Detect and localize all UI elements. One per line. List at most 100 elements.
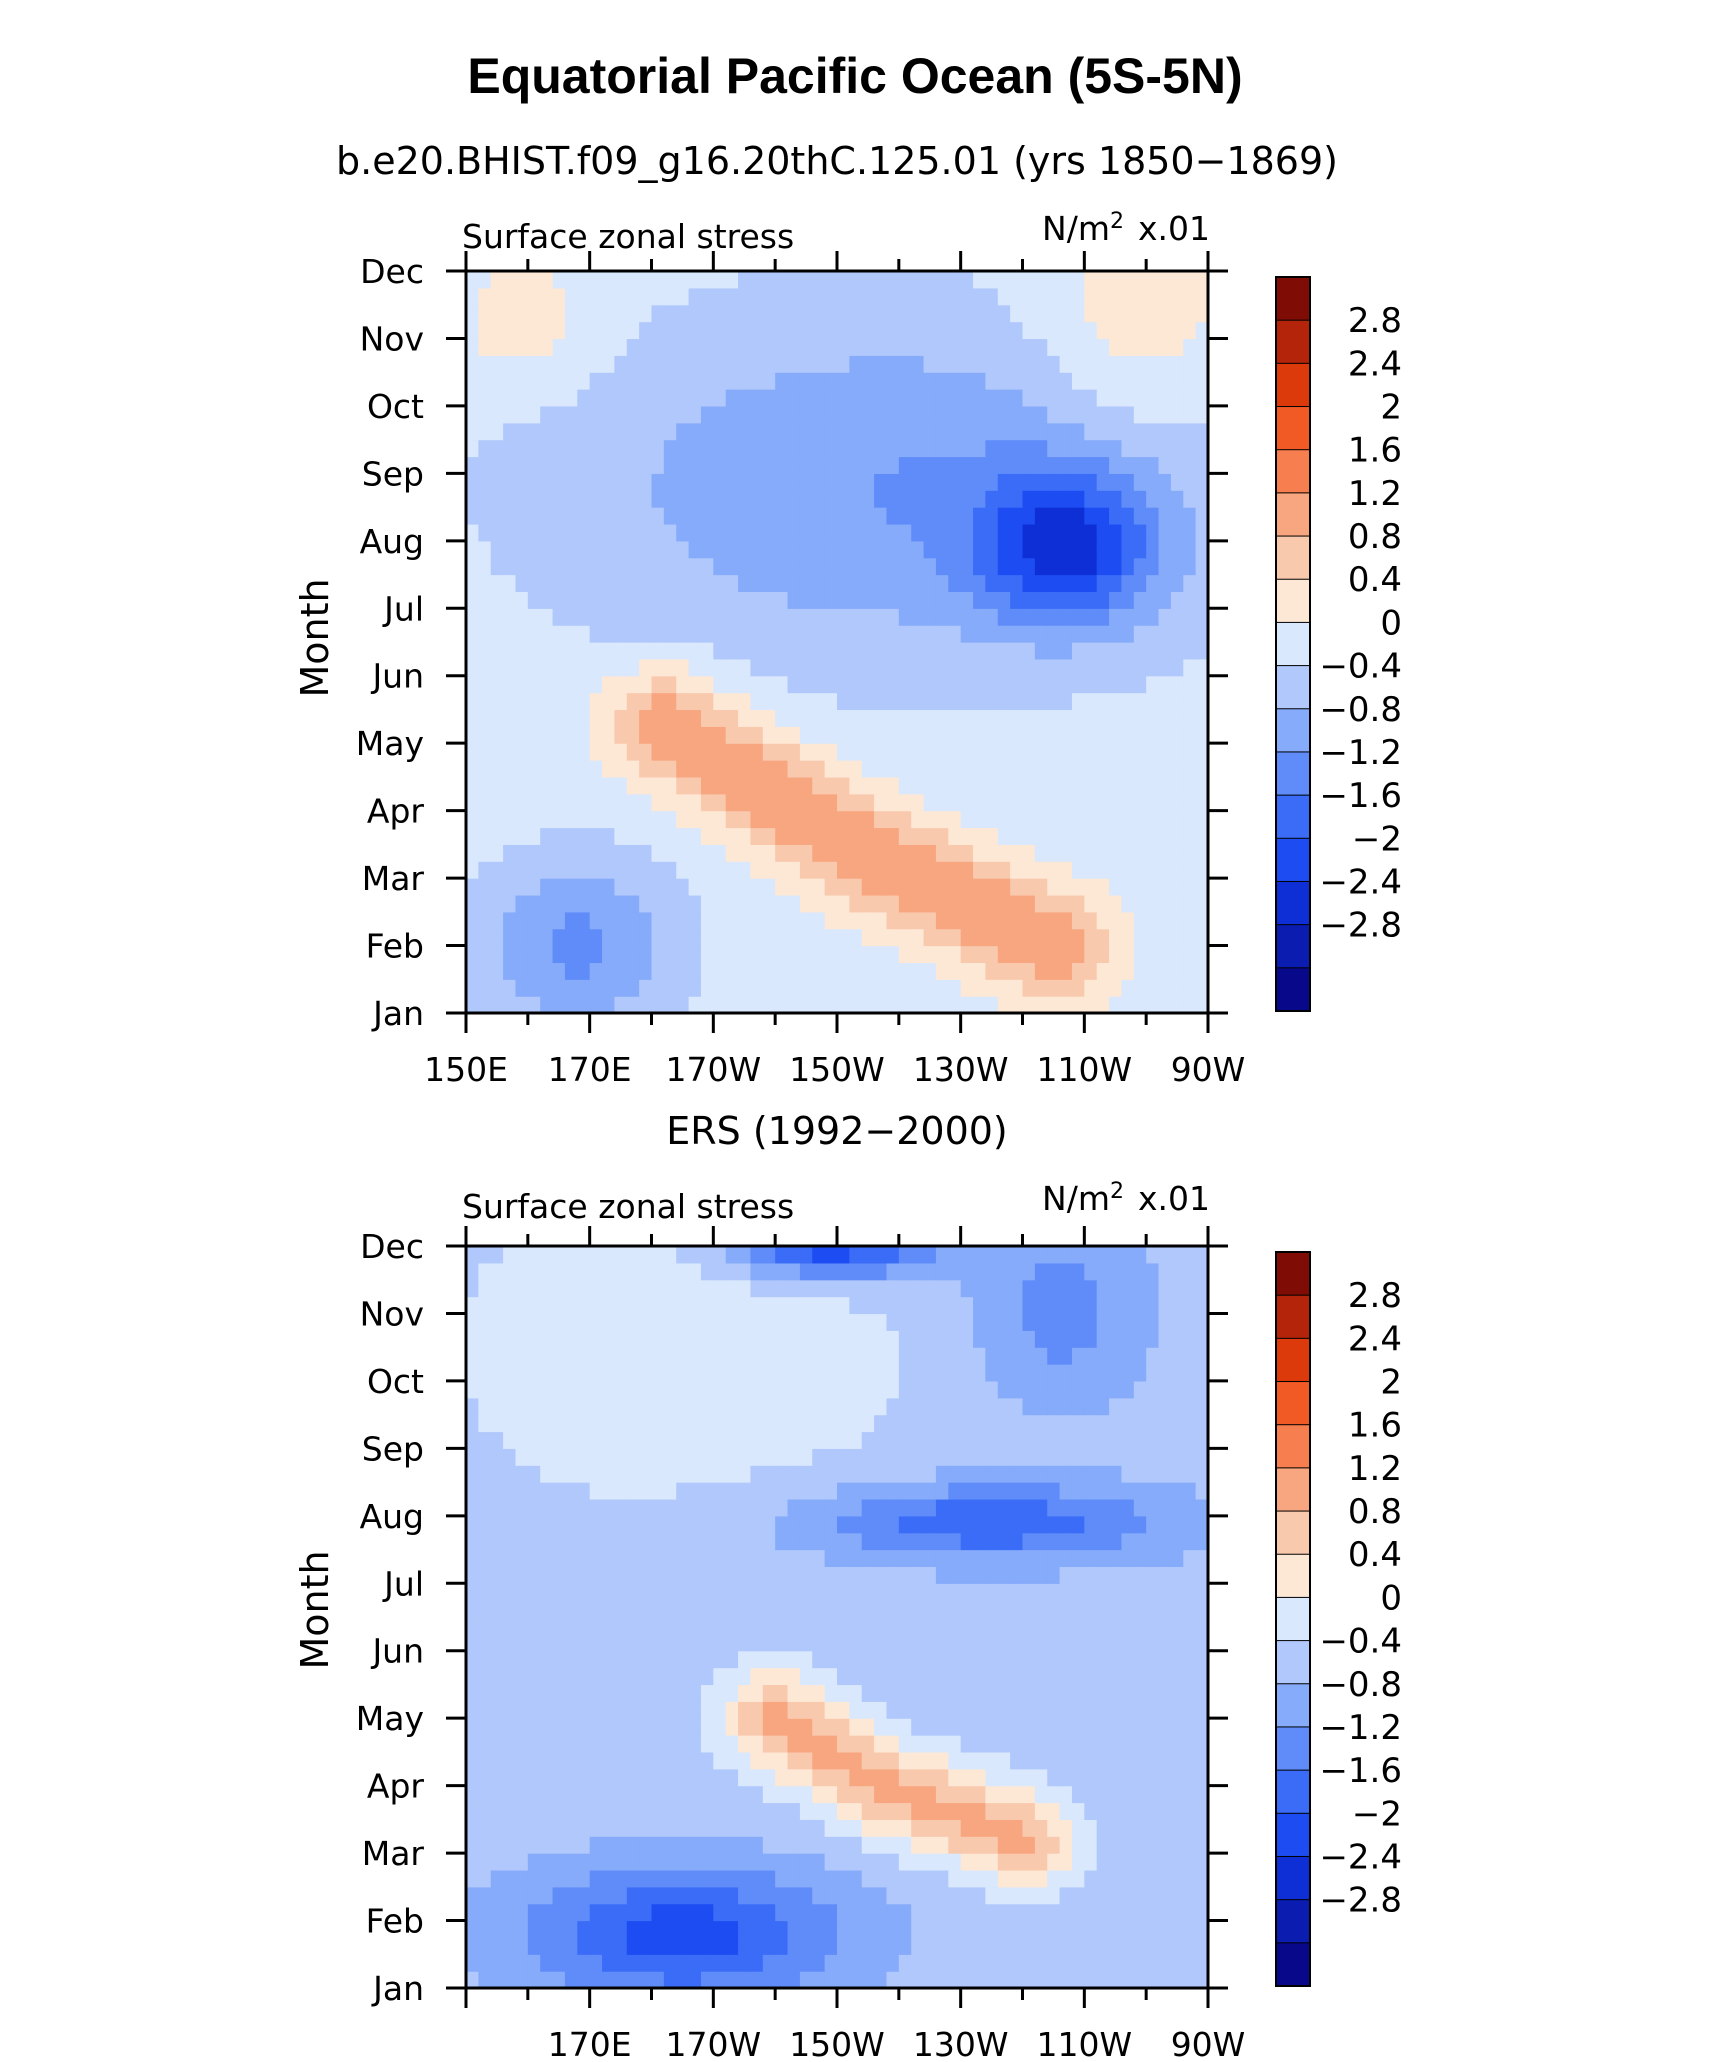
heatmap-cell — [503, 1954, 517, 1972]
heatmap-cell — [1133, 1869, 1147, 1888]
heatmap-cell — [713, 861, 727, 879]
heatmap-cell — [626, 1549, 640, 1568]
heatmap-cell — [1084, 540, 1098, 559]
heatmap-cell — [700, 810, 714, 829]
heatmap-cell — [700, 1397, 714, 1416]
heatmap-cell — [503, 1735, 517, 1753]
heatmap-cell — [762, 1482, 776, 1500]
heatmap-cell — [960, 1819, 974, 1837]
heatmap-cell — [997, 574, 1011, 593]
heatmap-cell — [651, 760, 665, 778]
heatmap-cell — [960, 1498, 974, 1517]
heatmap-cell — [490, 1954, 504, 1972]
heatmap-cell — [700, 507, 714, 525]
heatmap-cell — [1084, 1532, 1098, 1551]
heatmap-cell — [787, 1364, 801, 1382]
heatmap-cell — [1096, 979, 1110, 997]
heatmap-cell — [750, 1397, 764, 1416]
heatmap-cell — [762, 405, 776, 424]
heatmap-cell — [713, 1532, 727, 1551]
heatmap-cell — [985, 507, 999, 525]
heatmap-cell — [577, 1600, 591, 1618]
heatmap-cell — [935, 1566, 949, 1584]
heatmap-cell — [799, 321, 813, 340]
heatmap-cell — [837, 1549, 850, 1568]
heatmap-cell — [478, 1954, 492, 1972]
heatmap-cell — [1183, 1903, 1197, 1922]
heatmap-cell — [626, 557, 640, 576]
heatmap-cell — [923, 878, 937, 896]
heatmap-cell — [799, 389, 813, 407]
heatmap-cell — [478, 844, 492, 862]
heatmap-cell — [997, 608, 1011, 626]
heatmap-cell — [1096, 1954, 1110, 1972]
heatmap-cell — [985, 1954, 999, 1972]
heatmap-cell — [787, 1650, 801, 1669]
heatmap-cell — [552, 405, 566, 424]
heatmap-cell — [874, 911, 888, 930]
heatmap-cell — [1121, 928, 1135, 947]
heatmap-cell — [923, 1903, 937, 1922]
heatmap-cell — [725, 1903, 739, 1922]
heatmap-cell — [688, 1701, 702, 1719]
heatmap-cell — [837, 760, 850, 778]
heatmap-cell — [935, 271, 949, 289]
heatmap-cell — [663, 776, 677, 795]
heatmap-cell — [837, 894, 850, 913]
heatmap-cell — [515, 557, 529, 576]
heatmap-cell — [602, 1347, 615, 1365]
heatmap-cell — [1170, 304, 1184, 323]
heatmap-cell — [589, 1903, 603, 1922]
heatmap-cell — [997, 861, 1011, 879]
heatmap-cell — [602, 422, 615, 441]
heatmap-cell — [466, 658, 479, 677]
heatmap-cell — [1022, 1380, 1036, 1399]
heatmap-cell — [886, 945, 900, 964]
heatmap-cell — [1183, 557, 1197, 576]
heatmap-cell — [985, 962, 999, 980]
heatmap-cell — [738, 928, 752, 947]
heatmap-cell — [1059, 928, 1073, 947]
heatmap-cell — [1170, 911, 1184, 930]
heatmap-cell — [1010, 490, 1024, 508]
heatmap-cell — [614, 591, 628, 609]
heatmap-cell — [676, 911, 690, 930]
heatmap-cell — [787, 810, 801, 829]
heatmap-cell — [997, 1498, 1011, 1517]
heatmap-cell — [985, 1448, 999, 1466]
heatmap-cell — [1195, 439, 1209, 458]
heatmap-cell — [515, 1600, 529, 1618]
heatmap-cell — [1109, 1819, 1123, 1837]
heatmap-cell — [663, 389, 677, 407]
heatmap-cell — [849, 1920, 863, 1939]
heatmap-cell — [1022, 928, 1036, 947]
heatmap-cell — [639, 726, 653, 744]
heatmap-cell — [824, 523, 838, 542]
heatmap-cell — [948, 1903, 962, 1922]
heatmap-cell — [676, 996, 690, 1014]
heatmap-cell — [997, 1785, 1011, 1804]
heatmap-cell — [775, 422, 789, 441]
heatmap-cell — [564, 1819, 578, 1837]
heatmap-cell — [725, 1886, 739, 1905]
heatmap-cell — [552, 523, 566, 542]
heatmap-cell — [527, 996, 541, 1014]
heatmap-cell — [1010, 355, 1024, 373]
heatmap-cell — [997, 743, 1011, 761]
heatmap-cell — [874, 1633, 888, 1652]
heatmap-cell — [663, 1701, 677, 1719]
heatmap-cell — [466, 507, 479, 525]
heatmap-cell — [1195, 894, 1209, 913]
heatmap-cell — [515, 760, 529, 778]
heatmap-cell — [824, 1583, 838, 1601]
heatmap-cell — [1022, 709, 1036, 727]
heatmap-cell — [849, 1414, 863, 1433]
heatmap-cell — [1170, 1886, 1184, 1905]
heatmap-cell — [923, 1751, 937, 1770]
heatmap-cell — [1047, 1465, 1061, 1483]
heatmap-cell — [490, 1532, 504, 1551]
heatmap-cell — [812, 709, 826, 727]
heatmap-cell — [874, 1751, 888, 1770]
heatmap-cell — [1059, 776, 1073, 795]
heatmap-cell — [478, 287, 492, 306]
